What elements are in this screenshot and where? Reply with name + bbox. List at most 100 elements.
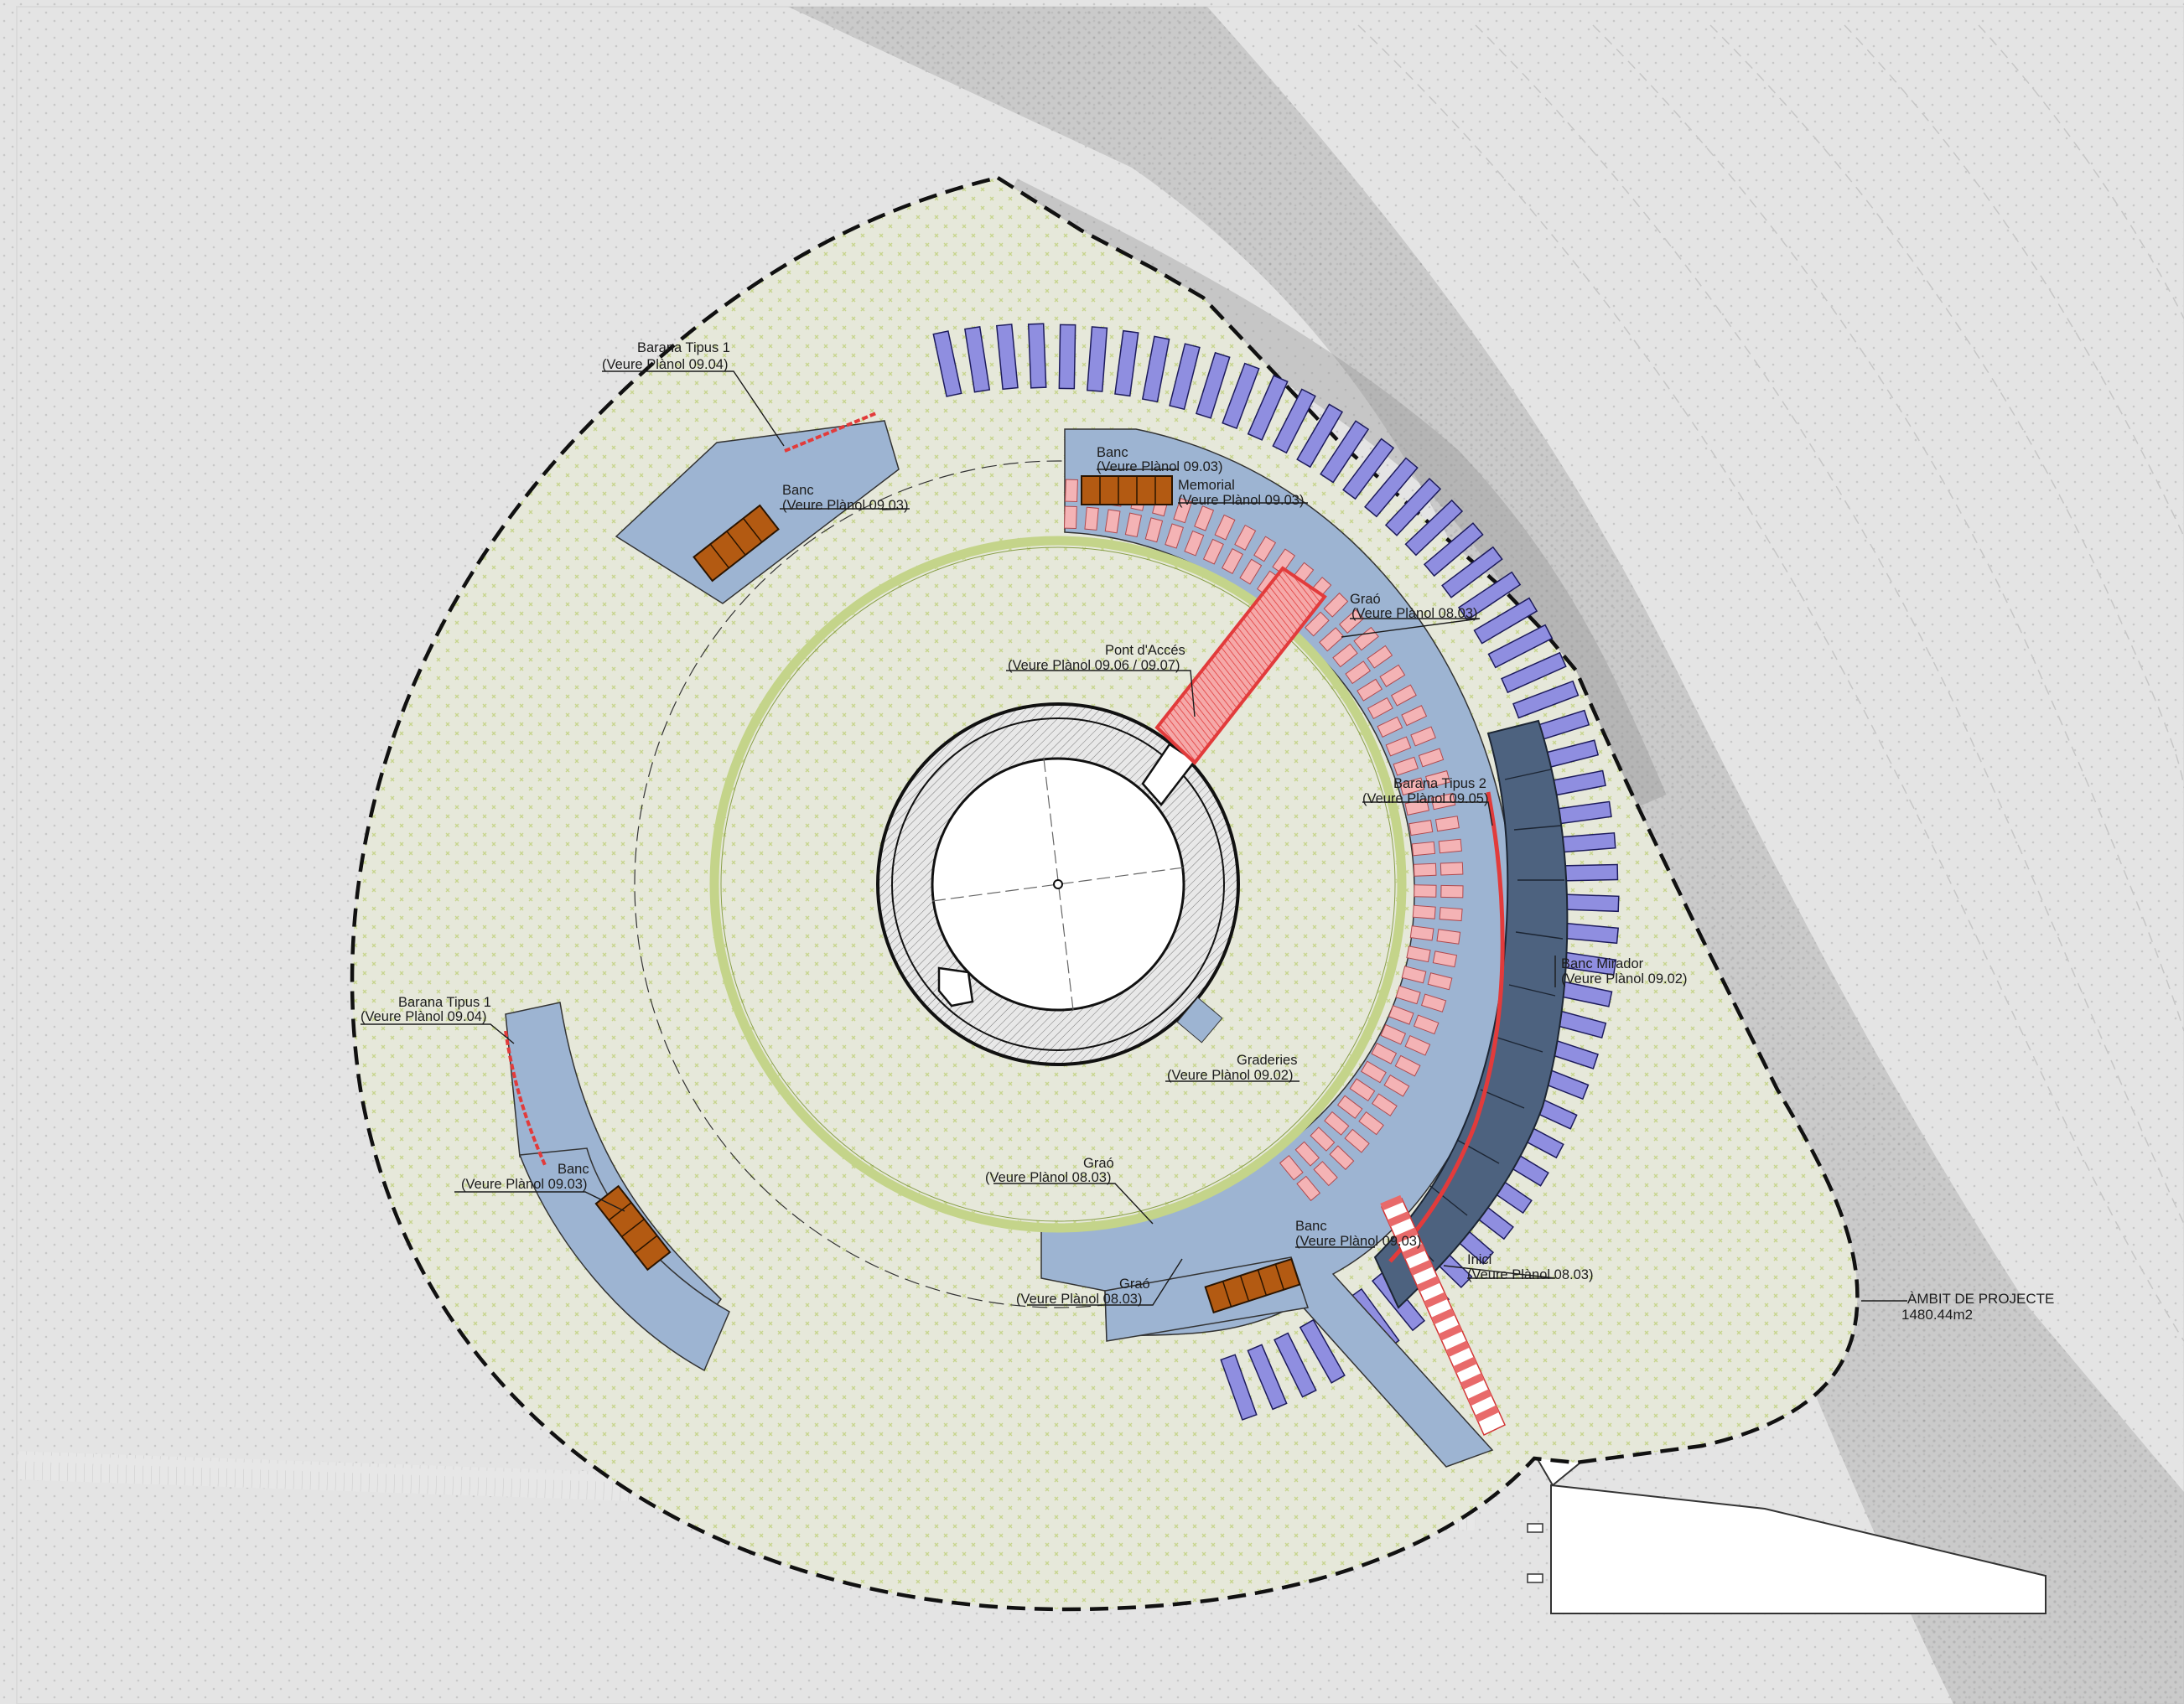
graderies-steps xyxy=(1063,479,1464,1202)
label-ref: (Veure Plànol 09.04) xyxy=(361,1009,486,1024)
step xyxy=(1323,592,1349,618)
step xyxy=(1427,972,1453,991)
ramp-stripe xyxy=(1416,1276,1440,1292)
step xyxy=(1065,479,1078,503)
label-ref: (Veure Plànol 09.02) xyxy=(1167,1068,1293,1083)
step xyxy=(1430,792,1456,811)
step xyxy=(1165,523,1184,549)
bench-slat xyxy=(1364,457,1419,518)
step xyxy=(1440,862,1464,876)
ramp-stripe xyxy=(1387,1211,1411,1227)
step xyxy=(1404,1034,1431,1056)
bench-slat xyxy=(1272,388,1316,454)
label-title: Pont d'Accés xyxy=(1105,643,1185,658)
bench-slat xyxy=(1296,403,1344,469)
step xyxy=(1411,841,1436,857)
step xyxy=(1272,548,1296,575)
label-title: Graó xyxy=(1119,1277,1150,1292)
bench-slat xyxy=(1473,597,1538,645)
label-title: Barana Tipus 2 xyxy=(1393,776,1486,791)
step xyxy=(1336,1095,1363,1119)
label-ref: (Veure Plànol 09.03) xyxy=(1295,1234,1421,1249)
step xyxy=(1404,798,1429,816)
green-ring xyxy=(709,536,1407,1233)
bench-slat xyxy=(1512,680,1580,719)
bench-slat xyxy=(1247,1344,1288,1411)
bench-slat xyxy=(932,330,962,397)
label-grao-mid: Graó (Veure Plànol 08.03) xyxy=(985,1156,1114,1185)
step xyxy=(1294,1141,1320,1167)
step xyxy=(1377,716,1403,738)
step xyxy=(1084,506,1099,531)
monument-ring xyxy=(891,717,1225,1051)
step xyxy=(1332,643,1358,668)
leader-lines xyxy=(361,370,1907,1306)
label-banc-bottom: Banc (Veure Plànol 09.03) xyxy=(1295,1219,1421,1249)
step xyxy=(1360,1060,1387,1084)
step xyxy=(1214,514,1236,541)
bench-slat xyxy=(1220,1354,1258,1421)
center-point xyxy=(1053,879,1063,889)
label-title: Banc xyxy=(782,483,814,498)
step xyxy=(1395,985,1421,1005)
step xyxy=(1313,1161,1338,1187)
label-title: Barana Tipus 1 xyxy=(637,340,730,355)
ramp-stripe xyxy=(1409,1260,1433,1276)
step xyxy=(1339,609,1365,634)
step xyxy=(1104,509,1121,534)
step xyxy=(1390,684,1417,707)
inici-ramp-stripes xyxy=(1380,1194,1500,1422)
step xyxy=(1399,777,1425,796)
step xyxy=(1418,748,1445,768)
step xyxy=(1432,950,1458,968)
bench-slat xyxy=(1222,362,1260,430)
label-ref: (Veure Plànol 09.03) xyxy=(782,498,908,513)
ramp-stripe xyxy=(1467,1389,1492,1406)
bench-slat xyxy=(1441,546,1503,598)
step xyxy=(1436,929,1461,945)
step xyxy=(1383,1074,1410,1097)
step xyxy=(1357,678,1383,702)
label-title: Banc xyxy=(1097,445,1128,460)
step xyxy=(1239,558,1263,585)
step xyxy=(1410,726,1436,747)
ramp-stripe xyxy=(1394,1227,1419,1243)
bench-slat xyxy=(1384,477,1442,536)
barana-tipus-1-rail-left xyxy=(504,1030,547,1166)
step xyxy=(1438,838,1462,854)
step xyxy=(1380,1023,1407,1045)
bench-slat xyxy=(1404,499,1464,557)
label-memorial: Memorial (Veure Plànol 09.03) xyxy=(1178,478,1304,508)
label-title: Memorial xyxy=(1178,478,1235,493)
bench-slat xyxy=(1247,375,1289,441)
step xyxy=(1296,1175,1321,1202)
label-ref: (Veure Plànol 09.03) xyxy=(1178,493,1304,508)
banc-left xyxy=(594,1184,672,1272)
step xyxy=(1413,1014,1440,1035)
step xyxy=(1279,1155,1304,1181)
label-inici: Inici (Veure Plànol 08.03) xyxy=(1467,1252,1593,1282)
label-grao-top: Graó (Veure Plànol 08.03) xyxy=(1350,592,1477,621)
step xyxy=(1253,536,1277,562)
step xyxy=(1202,538,1224,565)
step xyxy=(1344,1128,1370,1153)
bench-slat xyxy=(1423,522,1484,577)
ramp-stripe xyxy=(1453,1356,1477,1374)
step xyxy=(1358,1111,1384,1136)
bollard xyxy=(1527,1523,1543,1533)
axis-line xyxy=(931,867,1185,902)
bollard xyxy=(1527,1573,1543,1583)
step xyxy=(1184,530,1205,557)
label-area: 1480.44m2 xyxy=(1901,1307,1973,1323)
bench-slat xyxy=(1114,329,1139,397)
ramp-stripe xyxy=(1475,1405,1500,1422)
step xyxy=(1409,925,1434,941)
bench-slat xyxy=(964,326,991,393)
label-title: Banc Mirador xyxy=(1561,956,1644,971)
bench-slat xyxy=(1169,343,1201,411)
ramp-stripe xyxy=(1431,1308,1455,1325)
banc-top-left xyxy=(693,504,780,583)
ramp-stripe xyxy=(1438,1324,1463,1341)
step xyxy=(1393,756,1419,776)
step xyxy=(1345,660,1372,685)
